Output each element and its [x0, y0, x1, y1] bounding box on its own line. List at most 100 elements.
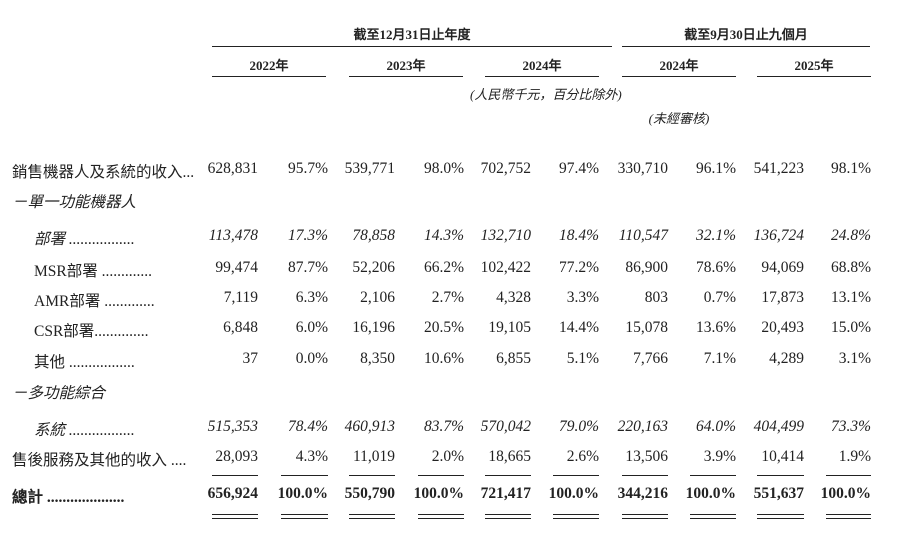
percent-cell: 100.0%: [413, 485, 464, 502]
subtotal-rule: [212, 475, 258, 476]
percent-cell: 4.3%: [295, 448, 328, 465]
amount-cell: 702,752: [480, 160, 531, 177]
total-double-rule: [553, 514, 599, 519]
percent-cell: 68.8%: [830, 259, 871, 276]
amount-cell: 37: [242, 350, 259, 367]
amount-cell: 113,478: [208, 227, 258, 244]
amount-cell: 17,873: [761, 289, 804, 306]
subtotal-rule: [622, 475, 668, 476]
amount-cell: 344,216: [617, 485, 668, 502]
percent-cell: 32.1%: [695, 227, 736, 244]
percent-cell: 98.0%: [423, 160, 464, 177]
amount-cell: 803: [644, 289, 668, 306]
percent-cell: 66.2%: [423, 259, 464, 276]
amount-cell: 515,353: [207, 418, 258, 435]
row-label: 銷售機器人及系統的收入...: [12, 164, 195, 181]
amount-cell: 330,710: [617, 160, 668, 177]
amount-cell: 94,069: [761, 259, 804, 276]
percent-cell: 17.3%: [287, 227, 328, 244]
amount-cell: 4,289: [769, 350, 804, 367]
percent-cell: 6.3%: [295, 289, 328, 306]
total-double-rule: [485, 514, 531, 519]
total-double-rule: [757, 514, 804, 519]
amount-cell: 550,790: [344, 485, 395, 502]
total-double-rule: [212, 514, 258, 519]
percent-cell: 14.3%: [423, 227, 464, 244]
row-label: 其他 .................: [34, 354, 135, 371]
amount-cell: 10,414: [761, 448, 804, 465]
amount-cell: 19,105: [488, 319, 531, 336]
amount-cell: 16,196: [352, 319, 395, 336]
row-label: 售後服務及其他的收入 ....: [12, 452, 187, 469]
amount-cell: 132,710: [480, 227, 531, 244]
percent-cell: 100.0%: [277, 485, 328, 502]
total-double-rule: [281, 514, 328, 519]
percent-cell: 3.3%: [566, 289, 599, 306]
percent-cell: 20.5%: [423, 319, 464, 336]
percent-cell: 3.9%: [703, 448, 736, 465]
amount-cell: 404,499: [753, 418, 804, 435]
percent-cell: 10.6%: [423, 350, 464, 367]
year-2024-9m: 2024年: [659, 58, 699, 73]
amount-cell: 628,831: [207, 160, 258, 177]
percent-cell: 0.0%: [295, 350, 328, 367]
amount-cell: 721,417: [480, 485, 531, 502]
amount-cell: 656,924: [207, 485, 258, 502]
amount-cell: 570,042: [480, 418, 531, 435]
percent-cell: 6.0%: [295, 319, 328, 336]
amount-cell: 551,637: [753, 485, 804, 502]
percent-cell: 2.6%: [566, 448, 599, 465]
percent-cell: 95.7%: [287, 160, 328, 177]
amount-cell: 6,848: [223, 319, 258, 336]
percent-cell: 13.6%: [695, 319, 736, 336]
year-rule: [757, 76, 871, 77]
amount-cell: 7,119: [223, 289, 258, 306]
percent-cell: 77.2%: [558, 259, 599, 276]
amount-cell: 13,506: [625, 448, 668, 465]
amount-cell: 15,078: [625, 319, 668, 336]
percent-cell: 5.1%: [566, 350, 599, 367]
amount-cell: 541,223: [753, 160, 804, 177]
amount-cell: 460,913: [344, 418, 395, 435]
total-double-rule: [690, 514, 736, 519]
header-nine-months-title: 截至9月30日止九個月: [684, 27, 808, 42]
year-2025-9m: 2025年: [794, 58, 834, 73]
row-label: －單一功能機器人: [12, 194, 137, 211]
percent-cell: 96.1%: [695, 160, 736, 177]
amount-cell: 110,547: [618, 227, 668, 244]
row-label: －多功能綜合: [12, 385, 106, 402]
percent-cell: 3.1%: [838, 350, 871, 367]
percent-cell: 7.1%: [703, 350, 736, 367]
row-label: CSR部署..............: [34, 323, 149, 340]
amount-cell: 20,493: [761, 319, 804, 336]
amount-cell: 99,474: [215, 259, 258, 276]
percent-cell: 73.3%: [830, 418, 871, 435]
percent-cell: 13.1%: [830, 289, 871, 306]
percent-cell: 100.0%: [820, 485, 871, 502]
percent-cell: 64.0%: [695, 418, 736, 435]
row-label: AMR部署 .............: [34, 293, 155, 310]
percent-cell: 100.0%: [685, 485, 736, 502]
year-2023: 2023年: [386, 58, 426, 73]
year-2024: 2024年: [522, 58, 562, 73]
percent-cell: 2.7%: [431, 289, 464, 306]
amount-cell: 8,350: [360, 350, 395, 367]
amount-cell: 102,422: [480, 259, 531, 276]
percent-cell: 97.4%: [558, 160, 599, 177]
header-rule: [212, 46, 612, 47]
subtotal-rule: [485, 475, 531, 476]
amount-cell: 6,855: [496, 350, 531, 367]
subtotal-rule: [690, 475, 736, 476]
total-double-rule: [418, 514, 464, 519]
row-label: 總計 ....................: [12, 489, 125, 506]
percent-cell: 14.4%: [558, 319, 599, 336]
percent-cell: 78.6%: [695, 259, 736, 276]
subtotal-rule: [418, 475, 464, 476]
percent-cell: 15.0%: [830, 319, 871, 336]
unaudited-note: (未經審核): [648, 111, 710, 126]
amount-cell: 18,665: [488, 448, 531, 465]
total-double-rule: [622, 514, 668, 519]
subtotal-rule: [349, 475, 395, 476]
header-fiscal-year-title: 截至12月31日止年度: [353, 27, 471, 42]
amount-cell: 2,106: [360, 289, 395, 306]
